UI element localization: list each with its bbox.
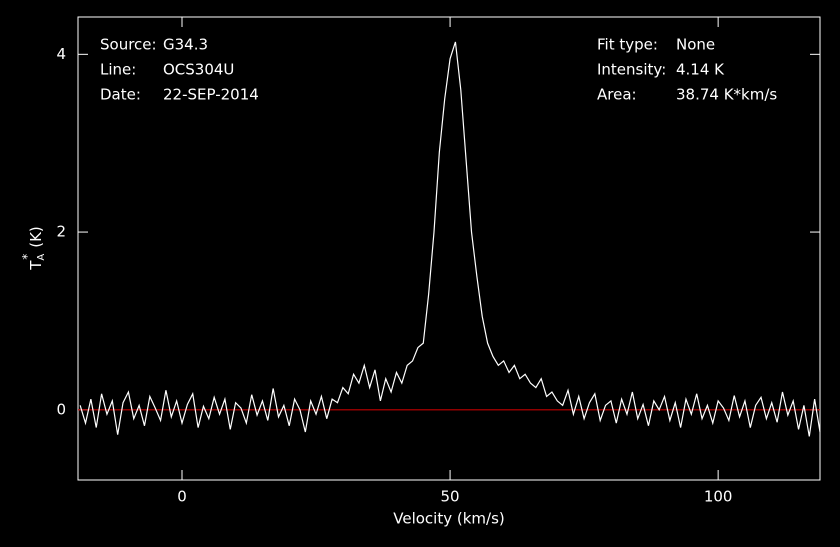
y-tick-label: 4: [56, 45, 66, 63]
y-tick-label: 0: [56, 400, 66, 418]
annotation-label: Intensity:: [597, 61, 666, 79]
x-tick-label: 100: [704, 488, 733, 506]
y-label-sup: *: [20, 254, 34, 260]
x-tick-label: 0: [177, 488, 187, 506]
annotation-label: Line:: [100, 61, 136, 79]
annotation-value: 38.74 K*km/s: [676, 86, 777, 104]
y-label-sub: A: [36, 254, 47, 261]
x-axis-label: Velocity (km/s): [393, 510, 504, 528]
annotation-label: Source:: [100, 36, 157, 54]
annotation-value: G34.3: [163, 36, 208, 54]
annotation-label: Fit type:: [597, 36, 658, 54]
x-tick-label: 50: [441, 488, 460, 506]
annotation-value: 4.14 K: [676, 61, 725, 79]
y-label-unit: (K): [27, 226, 45, 248]
spectrum-line: [79, 41, 821, 437]
annotation-value: OCS304U: [163, 61, 234, 79]
annotation-label: Date:: [100, 86, 141, 104]
y-tick-label: 2: [56, 223, 66, 241]
annotation-value: 22-SEP-2014: [163, 86, 259, 104]
y-axis-label: TA* (K): [20, 226, 48, 271]
plot-frame: [77, 16, 821, 481]
y-label-main: T: [27, 260, 45, 271]
annotation-label: Area:: [597, 86, 637, 104]
annotation-value: None: [676, 36, 715, 54]
